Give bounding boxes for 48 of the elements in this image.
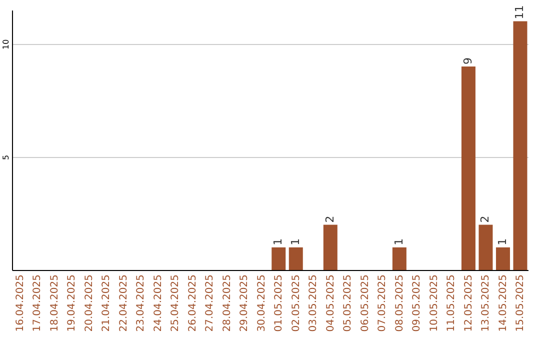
x-tick-label: 05.05.2025 bbox=[342, 274, 354, 332]
y-tick-label: 5 bbox=[2, 154, 10, 160]
x-tick-label: 14.05.2025 bbox=[498, 274, 509, 332]
x-tick-label: 07.05.2025 bbox=[377, 274, 388, 332]
x-tick-label: 21.04.2025 bbox=[101, 274, 112, 332]
x-tick-label: 18.04.2025 bbox=[49, 274, 60, 332]
x-tick-label: 04.05.2025 bbox=[325, 274, 336, 332]
x-tick-label: 22.04.2025 bbox=[118, 274, 130, 332]
x-tick-label: 26.04.2025 bbox=[187, 274, 198, 332]
data-label: 1 bbox=[496, 238, 509, 246]
x-tick-label: 19.04.2025 bbox=[66, 274, 78, 332]
x-tick-label: 06.05.2025 bbox=[360, 274, 371, 332]
x-tick-label: 02.05.2025 bbox=[290, 274, 302, 332]
data-label: 2 bbox=[323, 216, 336, 223]
x-tick-label: 27.04.2025 bbox=[204, 274, 216, 332]
data-label: 9 bbox=[461, 58, 474, 65]
data-label: 1 bbox=[272, 238, 285, 246]
x-tick-label: 12.05.2025 bbox=[463, 274, 474, 332]
bar bbox=[478, 224, 493, 270]
x-tick-label: 24.04.2025 bbox=[152, 274, 164, 332]
data-label: 2 bbox=[478, 216, 492, 223]
x-tick-label: 20.04.2025 bbox=[84, 274, 95, 332]
data-label: 1 bbox=[392, 238, 406, 246]
x-tick-label: 10.05.2025 bbox=[428, 274, 440, 332]
bar bbox=[496, 247, 510, 270]
x-tick-label: 03.05.2025 bbox=[308, 274, 320, 332]
bar bbox=[323, 224, 338, 270]
x-tick-label: 28.04.2025 bbox=[222, 274, 233, 332]
x-tick-label: 29.04.2025 bbox=[239, 274, 250, 332]
bar bbox=[288, 247, 303, 270]
bar bbox=[461, 66, 476, 270]
data-label: 11 bbox=[513, 5, 526, 20]
x-tick-label: 16.04.2025 bbox=[14, 274, 26, 332]
x-tick-label: 13.05.2025 bbox=[480, 274, 492, 332]
x-tick-label: 30.04.2025 bbox=[256, 274, 268, 332]
x-tick-label: 01.05.2025 bbox=[274, 274, 285, 332]
x-tick-label: 17.04.2025 bbox=[32, 274, 44, 332]
x-tick-label: 15.05.2025 bbox=[515, 274, 526, 332]
x-tick-label: 08.05.2025 bbox=[394, 274, 406, 332]
x-tick-label: 09.05.2025 bbox=[412, 274, 423, 332]
bar bbox=[513, 21, 528, 270]
x-tick-label: 23.04.2025 bbox=[136, 274, 147, 332]
x-tick-label: 11.05.2025 bbox=[446, 274, 458, 332]
x-tick-label: 25.04.2025 bbox=[170, 274, 182, 332]
bar bbox=[272, 247, 286, 270]
data-label: 1 bbox=[288, 238, 302, 246]
y-tick-label: 10 bbox=[2, 39, 10, 50]
bar bbox=[392, 247, 406, 270]
